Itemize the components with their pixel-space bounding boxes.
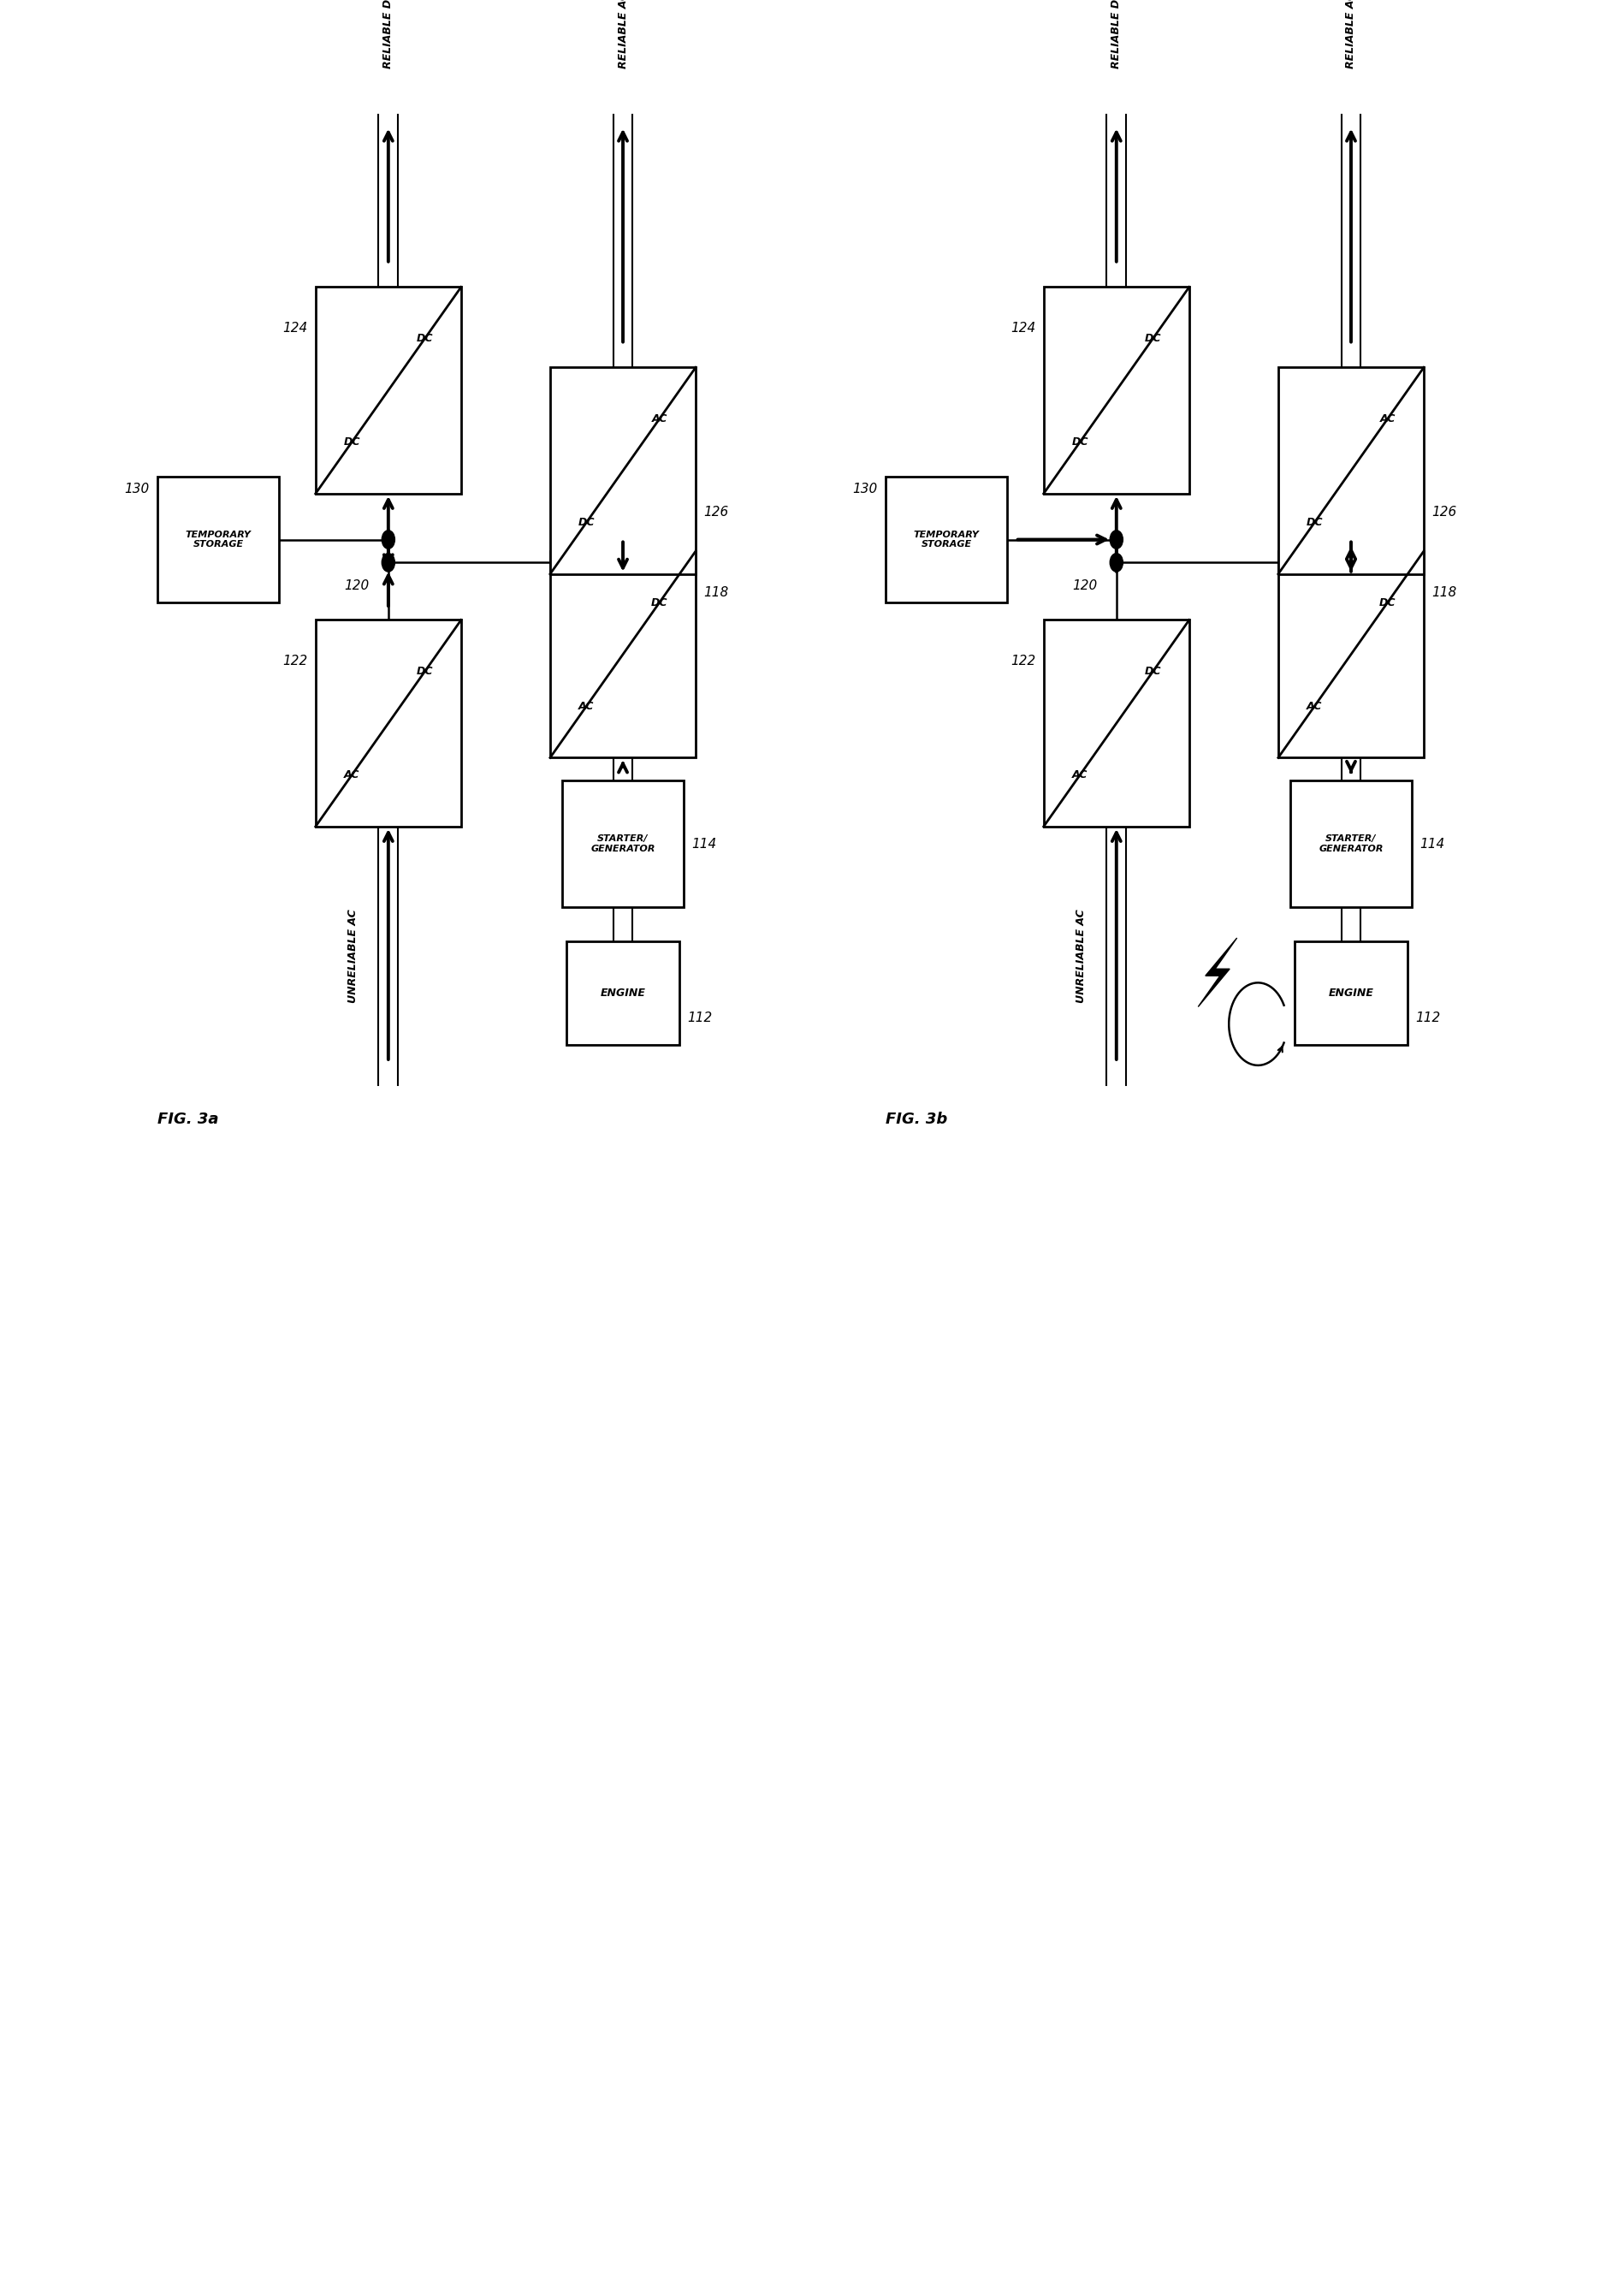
Text: AC: AC bbox=[652, 413, 667, 425]
Bar bbox=[316, 620, 461, 827]
Text: 130: 130 bbox=[853, 482, 877, 496]
Text: DC: DC bbox=[1144, 666, 1162, 677]
Text: FIG. 3b: FIG. 3b bbox=[887, 1111, 948, 1127]
Bar bbox=[550, 367, 696, 574]
Polygon shape bbox=[1197, 939, 1236, 1008]
Text: DC: DC bbox=[1144, 333, 1162, 344]
Text: ENGINE: ENGINE bbox=[1328, 987, 1374, 999]
Text: RELIABLE AC: RELIABLE AC bbox=[618, 0, 628, 69]
Text: 126: 126 bbox=[704, 505, 728, 519]
Bar bbox=[1044, 287, 1189, 494]
Bar bbox=[550, 551, 696, 758]
Text: FIG. 3a: FIG. 3a bbox=[159, 1111, 218, 1127]
Circle shape bbox=[382, 530, 395, 549]
Text: 112: 112 bbox=[688, 1010, 712, 1024]
Text: 120: 120 bbox=[1073, 579, 1097, 592]
Text: STARTER/
GENERATOR: STARTER/ GENERATOR bbox=[1319, 833, 1383, 854]
Text: 130: 130 bbox=[125, 482, 149, 496]
Text: AC: AC bbox=[1307, 700, 1322, 712]
Text: 114: 114 bbox=[1421, 838, 1445, 850]
Text: 112: 112 bbox=[1416, 1010, 1440, 1024]
Bar bbox=[1291, 781, 1411, 907]
Text: 114: 114 bbox=[693, 838, 717, 850]
Text: DC: DC bbox=[1379, 597, 1396, 608]
Text: 126: 126 bbox=[1432, 505, 1456, 519]
Text: 124: 124 bbox=[1011, 321, 1036, 335]
Text: TEMPORARY
STORAGE: TEMPORARY STORAGE bbox=[914, 530, 979, 549]
Text: DC: DC bbox=[578, 517, 595, 528]
Bar bbox=[887, 478, 1006, 604]
Bar bbox=[563, 781, 684, 907]
Text: DC: DC bbox=[1071, 436, 1089, 448]
Text: RELIABLE DC: RELIABLE DC bbox=[1112, 0, 1121, 69]
Text: RELIABLE DC: RELIABLE DC bbox=[383, 0, 393, 69]
Text: TEMPORARY
STORAGE: TEMPORARY STORAGE bbox=[186, 530, 251, 549]
Text: 118: 118 bbox=[1432, 585, 1456, 599]
Text: 118: 118 bbox=[704, 585, 728, 599]
Text: 124: 124 bbox=[283, 321, 307, 335]
Text: 122: 122 bbox=[1011, 654, 1036, 668]
Circle shape bbox=[1110, 530, 1123, 549]
Text: AC: AC bbox=[579, 700, 594, 712]
Bar bbox=[316, 287, 461, 494]
Circle shape bbox=[1110, 553, 1123, 572]
Text: DC: DC bbox=[650, 597, 668, 608]
Bar bbox=[566, 941, 680, 1045]
Text: RELIABLE AC: RELIABLE AC bbox=[1346, 0, 1356, 69]
Bar bbox=[159, 478, 278, 604]
Text: DC: DC bbox=[1306, 517, 1324, 528]
Bar bbox=[1294, 941, 1408, 1045]
Text: ENGINE: ENGINE bbox=[600, 987, 646, 999]
Text: DC: DC bbox=[343, 436, 361, 448]
Text: AC: AC bbox=[345, 769, 359, 781]
Text: DC: DC bbox=[416, 666, 434, 677]
Text: 120: 120 bbox=[345, 579, 369, 592]
Bar bbox=[1044, 620, 1189, 827]
Text: DC: DC bbox=[416, 333, 434, 344]
Text: UNRELIABLE AC: UNRELIABLE AC bbox=[348, 909, 358, 1003]
Text: UNRELIABLE AC: UNRELIABLE AC bbox=[1076, 909, 1086, 1003]
Text: 122: 122 bbox=[283, 654, 307, 668]
Text: AC: AC bbox=[1073, 769, 1087, 781]
Circle shape bbox=[382, 553, 395, 572]
Text: STARTER/
GENERATOR: STARTER/ GENERATOR bbox=[591, 833, 655, 854]
Bar bbox=[1278, 551, 1424, 758]
Text: AC: AC bbox=[1380, 413, 1395, 425]
Bar bbox=[1278, 367, 1424, 574]
